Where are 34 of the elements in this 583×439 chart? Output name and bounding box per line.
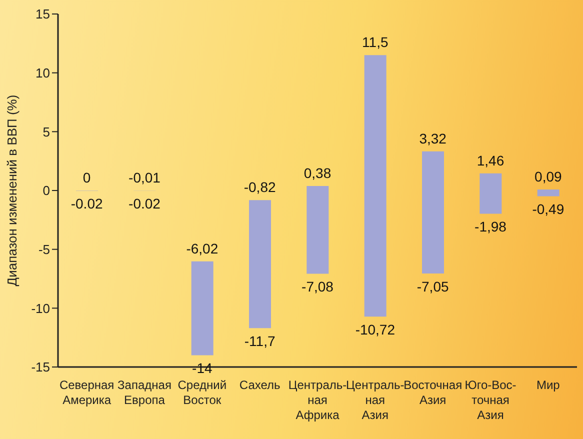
annotation: -11,7 — [244, 333, 276, 350]
y-axis-title: Диапазон изменений в ВВП (%) — [4, 94, 20, 286]
y-tick-label: 10 — [36, 65, 50, 80]
annotation: -0,82 — [244, 179, 276, 196]
y-tick-label: 0 — [42, 183, 50, 198]
annotation: 0,38 — [304, 165, 332, 182]
annotation: -6,02 — [186, 240, 218, 256]
annotation: -1,98 — [474, 218, 507, 235]
annotation: -0.02 — [128, 196, 161, 212]
annotation: 0 — [82, 170, 91, 186]
annotation: 3,32 — [419, 130, 447, 146]
annotation: 0,09 — [534, 168, 562, 184]
x-tick-label: Восточная Азия — [404, 378, 462, 407]
annotation: -0.02 — [70, 196, 103, 212]
y-tick-label: 15 — [36, 6, 50, 22]
annotation: -7,05 — [416, 278, 449, 294]
x-tick-label: Северная Америка — [59, 378, 114, 407]
x-tick-label: Средний Восток — [178, 378, 227, 407]
y-tick-label: 5 — [42, 124, 50, 140]
x-tick-label: Централь- ная Азия — [346, 378, 404, 422]
annotation: 1,46 — [476, 152, 504, 168]
y-tick-label: -10 — [31, 300, 50, 316]
annotation: -10,72 — [355, 322, 396, 338]
annotation: 11,5 — [362, 34, 388, 50]
x-tick-label: Юго-Вос- точная Азия — [464, 378, 516, 422]
annotation: -0,49 — [532, 201, 564, 218]
annotation: -0,01 — [128, 170, 161, 186]
y-tick-label: -5 — [38, 242, 50, 257]
y-tick-label: -15 — [31, 360, 50, 375]
annotation: -7,08 — [302, 278, 334, 295]
x-tick-label: Централь- ная Африка — [288, 378, 347, 422]
x-tick-label: Мир — [536, 378, 560, 392]
x-tick-label: Сахель — [239, 378, 280, 392]
x-tick-label: Западная Европа — [118, 378, 172, 407]
